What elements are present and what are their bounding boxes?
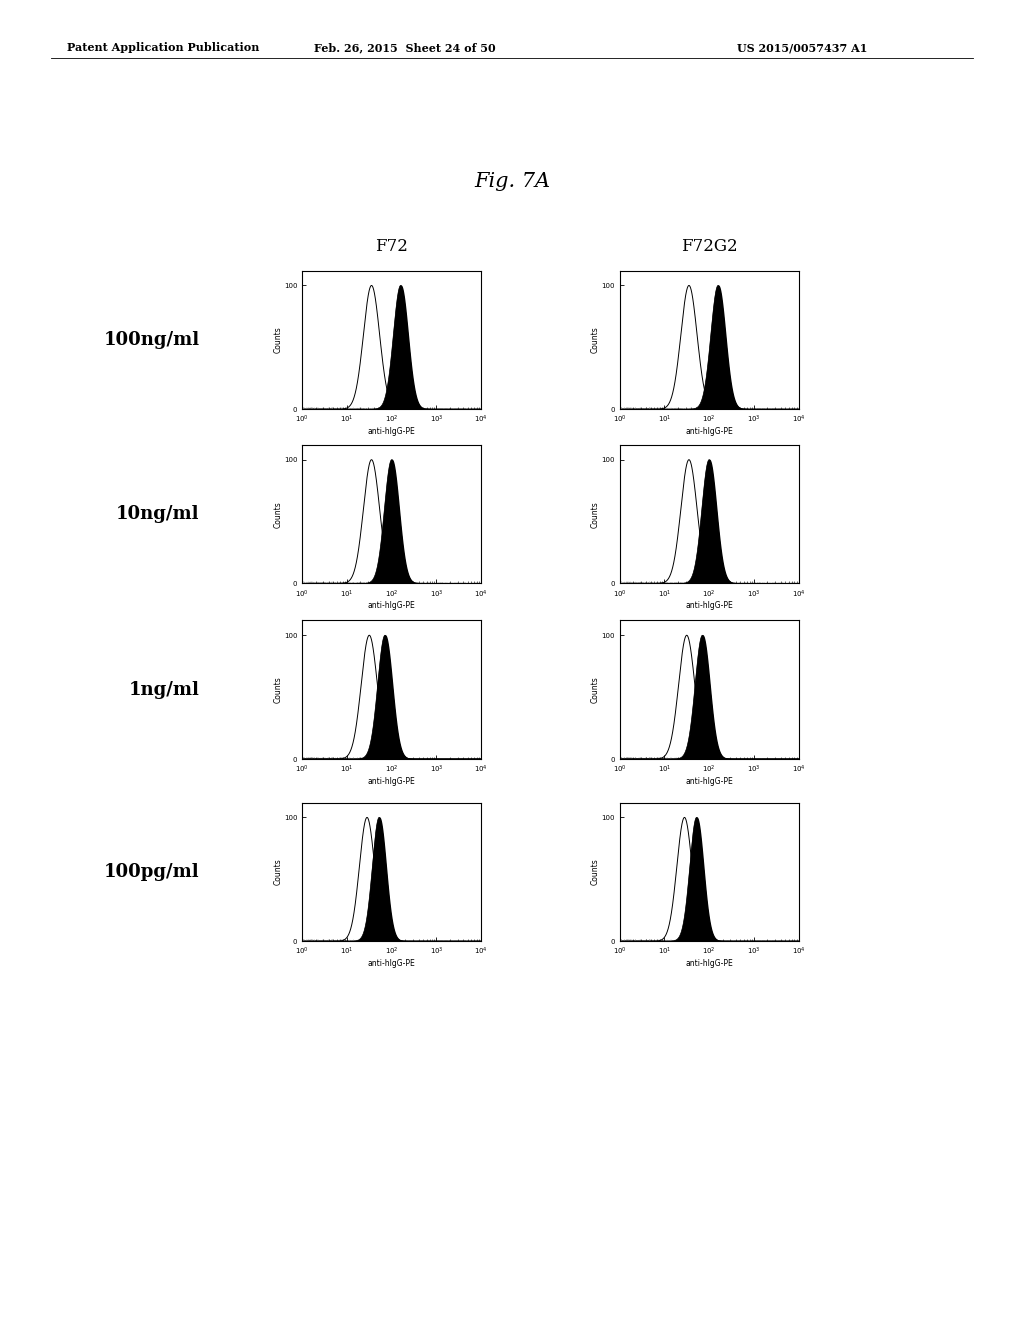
Text: Fig. 7A: Fig. 7A — [474, 172, 550, 190]
Text: Feb. 26, 2015  Sheet 24 of 50: Feb. 26, 2015 Sheet 24 of 50 — [313, 42, 496, 53]
X-axis label: anti-hIgG-PE: anti-hIgG-PE — [685, 776, 733, 785]
Text: US 2015/0057437 A1: US 2015/0057437 A1 — [737, 42, 867, 53]
Text: 1ng/ml: 1ng/ml — [129, 681, 200, 698]
X-axis label: anti-hIgG-PE: anti-hIgG-PE — [685, 958, 733, 968]
Y-axis label: Counts: Counts — [591, 326, 600, 354]
Y-axis label: Counts: Counts — [273, 500, 283, 528]
X-axis label: anti-hIgG-PE: anti-hIgG-PE — [368, 426, 416, 436]
Y-axis label: Counts: Counts — [591, 500, 600, 528]
Text: 100ng/ml: 100ng/ml — [103, 331, 200, 348]
Y-axis label: Counts: Counts — [273, 326, 283, 354]
Text: 100pg/ml: 100pg/ml — [104, 863, 200, 880]
X-axis label: anti-hIgG-PE: anti-hIgG-PE — [685, 426, 733, 436]
Text: F72G2: F72G2 — [681, 238, 737, 255]
Y-axis label: Counts: Counts — [591, 676, 600, 704]
Y-axis label: Counts: Counts — [273, 676, 283, 704]
X-axis label: anti-hIgG-PE: anti-hIgG-PE — [368, 776, 416, 785]
X-axis label: anti-hIgG-PE: anti-hIgG-PE — [368, 601, 416, 610]
X-axis label: anti-hIgG-PE: anti-hIgG-PE — [685, 601, 733, 610]
Text: 10ng/ml: 10ng/ml — [116, 506, 200, 523]
Text: Patent Application Publication: Patent Application Publication — [67, 42, 259, 53]
Y-axis label: Counts: Counts — [591, 858, 600, 886]
Text: F72: F72 — [375, 238, 409, 255]
Y-axis label: Counts: Counts — [273, 858, 283, 886]
X-axis label: anti-hIgG-PE: anti-hIgG-PE — [368, 958, 416, 968]
